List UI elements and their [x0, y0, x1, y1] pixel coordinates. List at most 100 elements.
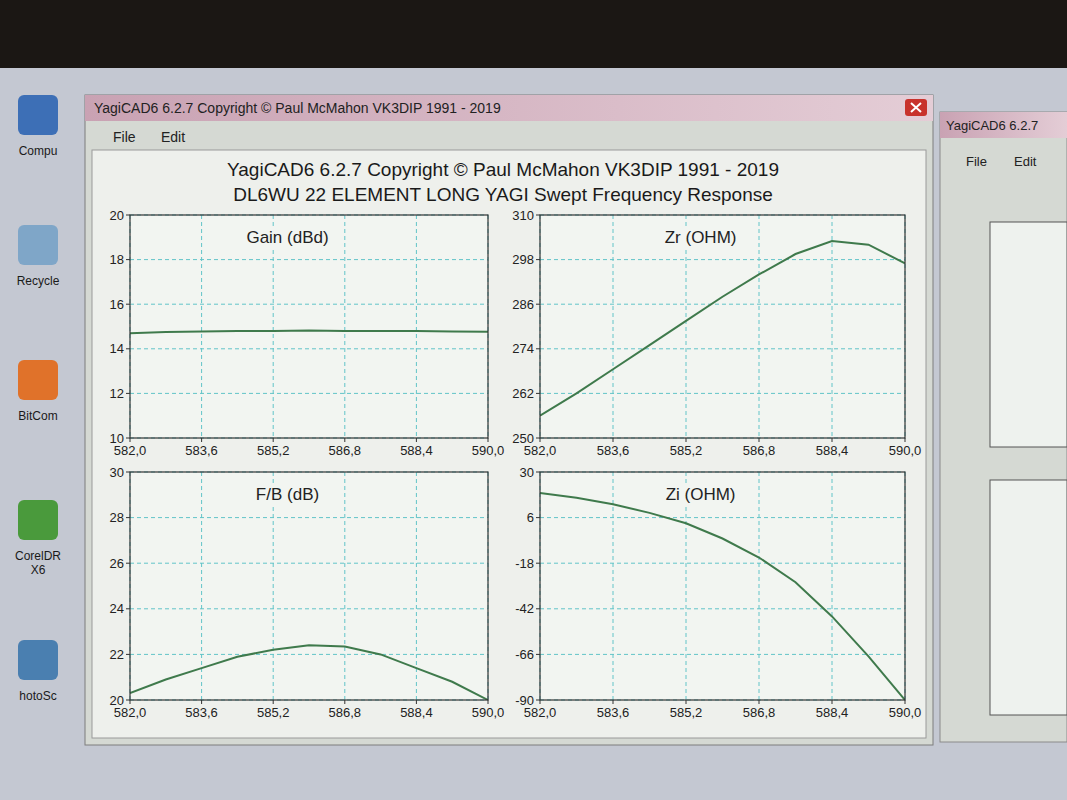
x-tick-label: 586,8 — [329, 705, 362, 720]
y-tick-label: 286 — [512, 297, 534, 312]
data-group — [540, 493, 905, 700]
chart: 582,0583,6585,2586,8588,4590,0-90-66-42-… — [515, 465, 921, 721]
grid-line — [686, 472, 687, 700]
grid-line — [273, 215, 274, 438]
background-menu-item[interactable]: File — [966, 154, 987, 169]
background-title-bar — [940, 112, 1067, 138]
grid-line — [130, 304, 488, 305]
x-tick-label: 583,6 — [185, 705, 218, 720]
tick — [201, 438, 202, 442]
desktop-icon-label: hotoSc — [19, 689, 56, 703]
title-patch — [663, 227, 739, 248]
grid-line — [130, 654, 488, 655]
grid-line — [540, 348, 905, 349]
desktop-icon-label: Compu — [19, 144, 58, 158]
chart: 582,0583,6585,2586,8588,4590,01012141618… — [110, 208, 505, 459]
y-tick-label: 24 — [110, 601, 124, 616]
menu-item[interactable]: Edit — [161, 129, 185, 145]
grid-line — [130, 259, 488, 260]
tick — [273, 438, 274, 442]
label-line: Recycle — [17, 274, 60, 288]
grid-line — [540, 608, 905, 609]
tick — [130, 438, 131, 442]
grid-line — [416, 472, 417, 700]
desktop-icon — [18, 500, 58, 540]
grid-line — [130, 517, 488, 518]
desktop-icon — [18, 95, 58, 135]
label-line: hotoSc — [19, 689, 56, 703]
chart-title: Zr (OHM) — [665, 228, 737, 247]
chart-title: Zi (OHM) — [666, 485, 736, 504]
y-tick-label: 22 — [110, 647, 124, 662]
window-title: YagiCAD6 6.2.7 Copyright © Paul McMahon … — [94, 100, 501, 116]
y-tick-label: -90 — [515, 693, 534, 708]
plot-area — [130, 215, 488, 438]
grid-line — [540, 304, 905, 305]
grid-line — [686, 215, 687, 438]
tick — [905, 438, 906, 442]
data-line — [540, 241, 905, 416]
tick — [759, 438, 760, 442]
data-group — [540, 241, 905, 416]
grid-line — [201, 215, 202, 438]
desktop — [0, 68, 1067, 800]
grid-line — [540, 654, 905, 655]
label-line: Compu — [19, 144, 58, 158]
y-tick-label: 6 — [527, 510, 534, 525]
main-window — [85, 95, 933, 745]
tick — [540, 438, 541, 442]
chart: 582,0583,6585,2586,8588,4590,02502622742… — [512, 208, 921, 459]
grid-line — [613, 215, 614, 438]
close-cross — [911, 103, 921, 112]
x-tick-label: 586,8 — [743, 705, 776, 720]
grid-line — [832, 472, 833, 700]
y-tick-label: 20 — [110, 208, 124, 223]
title-patch — [254, 484, 321, 505]
background-plot — [990, 222, 1067, 447]
background-menu-item[interactable]: Edit — [1014, 154, 1037, 169]
data-line — [540, 493, 905, 700]
y-tick-label: 12 — [110, 386, 124, 401]
title-patch — [244, 227, 330, 248]
y-tick-label: 10 — [110, 431, 124, 446]
x-tick-label: 585,2 — [670, 443, 703, 458]
y-tick-label: 250 — [512, 431, 534, 446]
x-tick-label: 590,0 — [889, 705, 922, 720]
x-tick-label: 590,0 — [889, 443, 922, 458]
label-line: X6 — [31, 563, 46, 577]
close-button[interactable] — [905, 99, 927, 116]
y-tick-label: -18 — [515, 556, 534, 571]
tick — [488, 438, 489, 442]
data-group — [130, 331, 488, 334]
grid-line — [130, 393, 488, 394]
desktop-icon-label: Recycle — [17, 274, 60, 288]
title-patch — [664, 484, 738, 505]
x-tick-label: 588,4 — [400, 705, 433, 720]
grid-line — [130, 348, 488, 349]
x-tick-label: 586,8 — [743, 443, 776, 458]
grid-line — [344, 472, 345, 700]
grid-line — [540, 259, 905, 260]
background-window-title: YagiCAD6 6.2.7 — [946, 118, 1038, 133]
y-tick-label: 14 — [110, 341, 124, 356]
grid-line — [201, 472, 202, 700]
x-tick-label: 590,0 — [472, 705, 505, 720]
chart-window — [92, 150, 926, 738]
chart-title: Gain (dBd) — [246, 228, 328, 247]
y-tick-label: -66 — [515, 647, 534, 662]
x-tick-label: 583,6 — [597, 443, 630, 458]
y-tick-label: 262 — [512, 386, 534, 401]
label-line: CorelDR — [15, 549, 61, 563]
grid-line — [273, 472, 274, 700]
y-tick-label: 16 — [110, 297, 124, 312]
x-tick-label: 585,2 — [670, 705, 703, 720]
x-tick-label: 588,4 — [816, 705, 849, 720]
data-group — [130, 645, 488, 700]
background-window — [940, 112, 1067, 742]
desktop-icon — [18, 640, 58, 680]
desktop-icon — [18, 360, 58, 400]
plot-area — [540, 215, 905, 438]
menu-item[interactable]: File — [113, 129, 136, 145]
plot-area — [540, 472, 905, 700]
x-tick-label: 590,0 — [472, 443, 505, 458]
